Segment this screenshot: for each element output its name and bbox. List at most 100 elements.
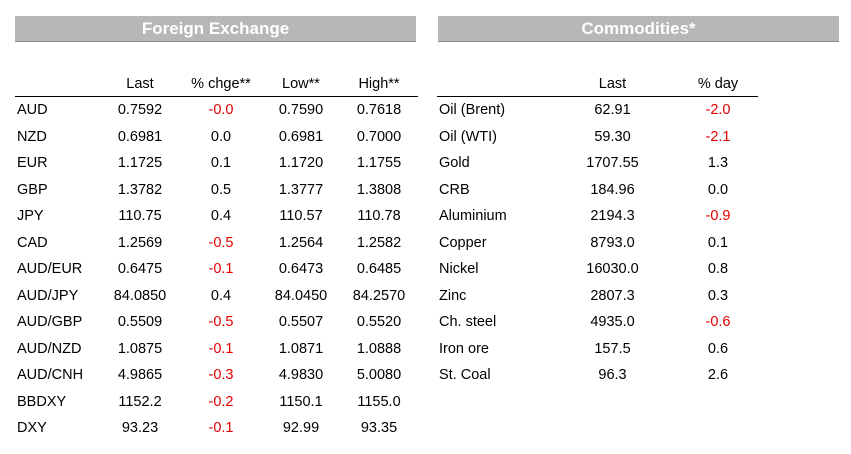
fx-cell: 1.1720 [278,155,324,172]
fx-table: Last% chge** Low** High** AUD 0.7592 -0.0 0.7… [15,72,418,442]
fx-header-row: Last% chge** Low** High** [15,72,418,97]
fx-cell: 1.2564 [278,234,324,251]
commodities-row: CRB 184.96 0.0 [437,177,758,204]
fx-row: AUD/EUR 0.6475 -0.1 0.6473 0.6485 [15,256,418,283]
fx-row: AUD/GBP 0.5509 -0.5 0.5507 0.5520 [15,309,418,336]
fx-title: Foreign Exchange [141,18,290,38]
fx-cell: -0.2 [208,393,234,410]
fx-row-label: DXY [17,420,47,437]
commodities-title: Commodities* [581,18,696,38]
fx-cell: 0.1 [210,155,232,172]
fx-row-label: AUD/EUR [17,261,83,278]
fx-row-label: EUR [17,155,48,172]
fx-cell: 1.2569 [117,234,163,251]
fx-cell: 93.35 [360,420,398,437]
fx-cell: -0.1 [208,420,234,437]
commodities-row-label: Iron ore [439,340,489,357]
fx-cell: 0.7618 [356,102,402,119]
fx-cell: 0.5520 [356,314,402,331]
fx-cell: 5.0080 [356,367,402,384]
fx-header-cell: Low** [262,72,340,97]
commodities-row-label: CRB [439,181,470,198]
commodities-header-cell: % day [678,72,758,97]
commodities-row-label: Copper [439,234,487,251]
fx-cell: 92.99 [282,420,320,437]
fx-cell: 0.5509 [117,314,163,331]
commodities-title-banner: Commodities* [438,16,839,42]
fx-cell: -0.1 [208,261,234,278]
fx-cell: 84.0450 [274,287,328,304]
commodities-row-label: Oil (WTI) [439,128,497,145]
fx-row: DXY 93.23 -0.1 92.99 93.35 [15,415,418,442]
fx-row-label: AUD/NZD [17,340,82,357]
commodities-row: Nickel 16030.0 0.8 [437,256,758,283]
commodities-cell: 0.3 [707,287,729,304]
commodities-row-label: Gold [439,155,470,172]
fx-cell: 1.2582 [356,234,402,251]
commodities-header-cell: Last [547,72,678,97]
fx-row-label: JPY [17,208,44,225]
fx-cell: 0.7592 [117,102,163,119]
fx-header-cell: High** [340,72,418,97]
commodities-cell: 0.1 [707,234,729,251]
commodities-row: St. Coal 96.3 2.6 [437,362,758,389]
commodities-header-row: Last% day [437,72,758,97]
fx-cell: -0.1 [208,340,234,357]
fx-cell: 0.6485 [356,261,402,278]
fx-row: GBP 1.3782 0.5 1.3777 1.3808 [15,177,418,204]
fx-cell: 1.0875 [117,340,163,357]
fx-cell: 1.3808 [356,181,402,198]
fx-cell: 4.9865 [117,367,163,384]
fx-cell: 0.7590 [278,102,324,119]
fx-cell: 84.2570 [352,287,406,304]
commodities-row-label: St. Coal [439,367,491,384]
fx-cell: 110.57 [279,208,323,225]
fx-row-label: AUD/CNH [17,367,84,384]
fx-cell: 0.5507 [278,314,324,331]
commodities-cell: 157.5 [594,340,631,357]
fx-row-label: AUD [17,102,48,119]
fx-cell: 0.5 [210,181,232,198]
commodities-cell: -2.0 [705,102,731,119]
fx-row: AUD/NZD 1.0875 -0.1 1.0871 1.0888 [15,336,418,363]
fx-row: EUR 1.1725 0.1 1.1720 1.1755 [15,150,418,177]
fx-cell: 0.6981 [117,128,163,145]
fx-row: NZD 0.6981 0.0 0.6981 0.7000 [15,124,418,151]
commodities-cell: 8793.0 [590,234,635,251]
fx-row: AUD 0.7592 -0.0 0.7590 0.7618 [15,97,418,124]
fx-row: BBDXY 1152.2 -0.2 1150.1 1155.0 [15,389,418,416]
fx-cell: 1.3782 [117,181,163,198]
fx-cell: 110.75 [118,208,162,225]
fx-row: CAD 1.2569 -0.5 1.2564 1.2582 [15,230,418,257]
fx-cell: 93.23 [121,420,159,437]
commodities-cell: 2194.3 [590,208,635,225]
fx-cell: -0.5 [208,314,234,331]
commodities-cell: 1.3 [707,155,729,172]
fx-cell: 1.1725 [117,155,163,172]
fx-cell: 1.1755 [356,155,402,172]
commodities-row: Copper 8793.0 0.1 [437,230,758,257]
fx-cell: 0.7000 [356,128,402,145]
fx-row: JPY 110.75 0.4 110.57 110.78 [15,203,418,230]
fx-cell: 1150.1 [279,393,323,410]
commodities-row: Oil (Brent) 62.91 -2.0 [437,97,758,124]
fx-row: AUD/JPY 84.0850 0.4 84.0450 84.2570 [15,283,418,310]
commodities-table: Last% day Oil (Brent) 62.91 -2.0 Oil (WTI) 5… [437,72,758,389]
commodities-row: Gold 1707.55 1.3 [437,150,758,177]
commodities-cell: 0.6 [707,340,729,357]
commodities-cell: 0.8 [707,261,729,278]
commodities-cell: 184.96 [590,181,635,198]
fx-cell: -0.3 [208,367,234,384]
fx-cell: 4.9830 [278,367,324,384]
commodities-row: Aluminium 2194.3 -0.9 [437,203,758,230]
fx-row-label: GBP [17,181,48,198]
fx-row-label: AUD/GBP [17,314,83,331]
commodities-cell: -2.1 [705,128,731,145]
fx-header-cell: Last [100,72,180,97]
commodities-cell: -0.9 [705,208,731,225]
fx-cell: -0.0 [208,102,234,119]
fx-cell: 0.4 [210,287,232,304]
commodities-cell: 16030.0 [586,261,639,278]
commodities-cell: 2807.3 [590,287,635,304]
commodities-row: Ch. steel 4935.0 -0.6 [437,309,758,336]
